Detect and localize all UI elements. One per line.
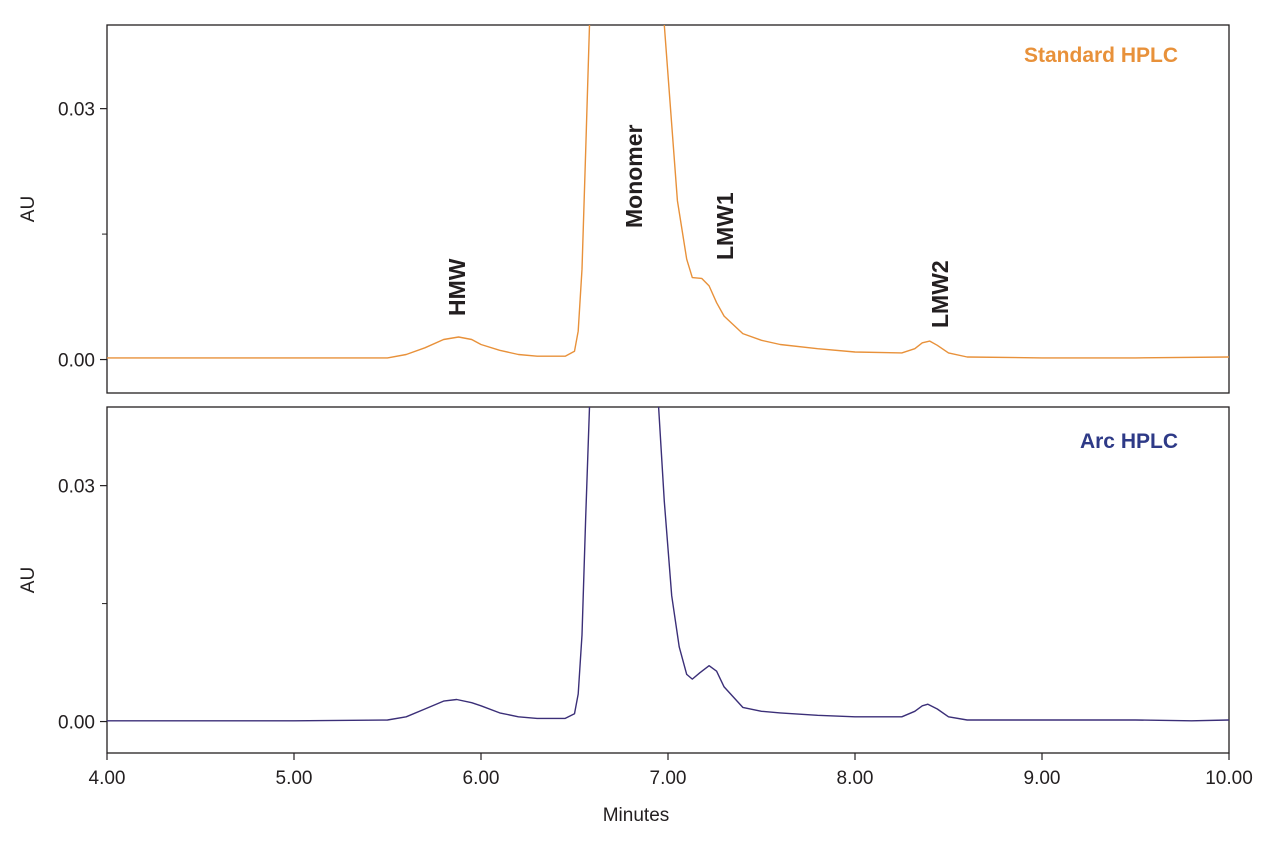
peak-label-lmw2: LMW2 (927, 260, 953, 328)
peak-label-lmw1: LMW1 (712, 192, 738, 260)
y-axis-title: AU (18, 567, 39, 593)
x-axis-title: Minutes (603, 805, 670, 826)
y-tick-label: 0.00 (58, 713, 95, 734)
panel-title: Arc HPLC (1080, 430, 1178, 453)
chromatogram-trace (107, 407, 1229, 722)
standard-hplc-panel: 0.00 0.03 AU Standard HPLC HMW Monomer LMW1 LMW… (18, 24, 1230, 394)
peak-label-hmw: HMW (444, 258, 470, 316)
y-tick-label: 0.00 (58, 351, 95, 372)
x-tick-label: 5.00 (276, 768, 313, 789)
plot-frame (106, 406, 1230, 754)
plot-frame (106, 24, 1230, 394)
x-tick-label: 6.00 (463, 768, 500, 789)
y-tick-label: 0.03 (58, 477, 95, 498)
x-tick-label: 10.00 (1205, 768, 1253, 789)
panel-title: Standard HPLC (1024, 44, 1178, 67)
y-tick-label: 0.03 (58, 100, 95, 121)
chromatogram-trace (107, 25, 1229, 359)
x-tick-label: 9.00 (1024, 768, 1061, 789)
x-tick-label: 4.00 (89, 768, 126, 789)
x-tick-label: 8.00 (837, 768, 874, 789)
x-tick-label: 7.00 (650, 768, 687, 789)
y-axis-title: AU (18, 196, 39, 222)
peak-label-monomer: Monomer (621, 124, 647, 228)
arc-hplc-panel: 0.00 0.03 AU 4.00 5.00 6.00 7.00 8.00 9.00 10.00 A… (18, 406, 1253, 789)
